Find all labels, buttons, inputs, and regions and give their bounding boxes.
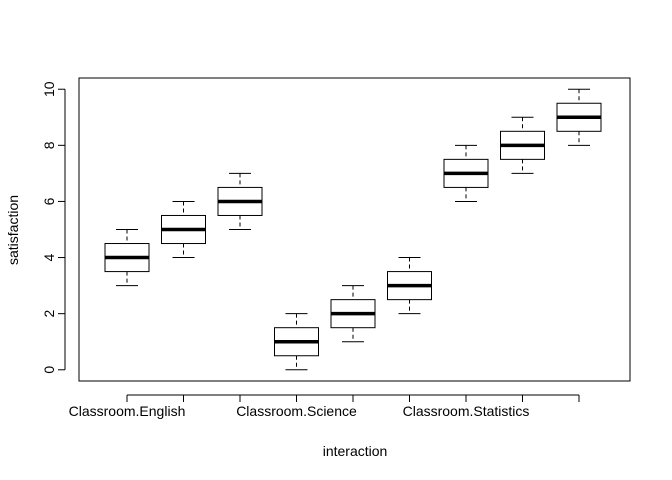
y-axis: 0 2 4 6 8 10 (41, 81, 66, 374)
y-tick-label: 10 (41, 81, 57, 97)
plot-frame (78, 77, 631, 382)
box-5 (330, 285, 376, 343)
x-tick-label: Classroom.Statistics (403, 403, 530, 419)
box-7 (443, 144, 489, 202)
box-6 (387, 257, 432, 315)
x-axis: Classroom.English Classroom.Science Classr… (69, 394, 580, 419)
box-8 (500, 116, 545, 174)
y-tick-label: 8 (41, 141, 57, 149)
box-1 (104, 229, 150, 287)
y-axis-label: satisfaction (5, 195, 21, 265)
box-4 (274, 313, 319, 371)
boxes-group (104, 88, 602, 371)
box-3 (217, 172, 263, 230)
y-tick-label: 4 (41, 253, 57, 261)
box-2 (161, 200, 206, 259)
x-tick-label: Classroom.Science (236, 403, 357, 419)
y-tick-label: 2 (41, 310, 57, 318)
y-tick-label: 0 (41, 366, 57, 374)
x-axis-label: interaction (323, 443, 388, 459)
box-9 (556, 88, 602, 146)
x-tick-label: Classroom.English (69, 403, 186, 419)
y-tick-label: 6 (41, 197, 57, 205)
